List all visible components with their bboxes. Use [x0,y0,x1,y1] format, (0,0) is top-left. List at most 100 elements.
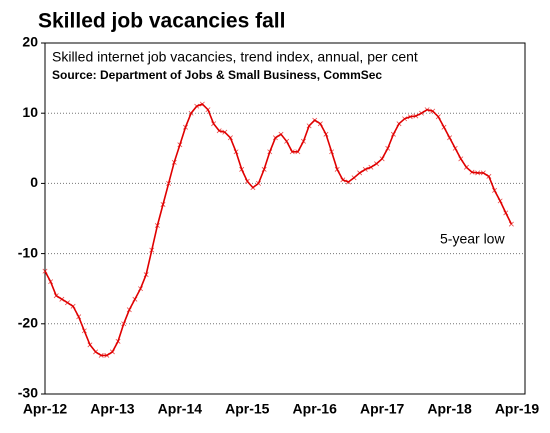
data-point [115,338,121,344]
y-tick-label: 20 [22,34,38,50]
x-tick-label: Apr-16 [293,401,338,417]
data-point [261,166,267,172]
data-point [357,170,363,176]
data-point [463,164,469,170]
data-point [81,328,87,334]
data-point [109,349,115,355]
x-tick-label: Apr-13 [90,401,135,417]
data-point [233,149,239,155]
data-point [323,131,329,137]
x-tick-label: Apr-14 [158,401,203,417]
data-point [138,286,144,292]
data-point [64,300,70,306]
data-point [76,314,82,320]
data-point [239,166,245,172]
data-point [402,116,408,122]
y-tick-label: -30 [18,385,38,401]
data-point [351,175,357,181]
data-point [98,352,104,358]
data-point [182,124,188,130]
data-point [289,149,295,155]
data-point [447,135,453,141]
data-point [469,169,475,175]
data-point [306,123,312,129]
data-point [143,272,149,278]
data-point [329,149,335,155]
data-point [59,296,65,302]
data-point [93,349,99,355]
y-tick-label: 0 [30,174,38,190]
x-tick-label: Apr-15 [225,401,270,417]
chart-subtitle: Skilled internet job vacancies, trend in… [52,49,418,65]
x-tick-label: Apr-12 [23,401,68,417]
x-tick-label: Apr-18 [427,401,472,417]
data-point [278,131,284,137]
data-point [188,110,194,116]
data-point [48,279,54,285]
data-point [486,173,492,179]
data-point [441,124,447,130]
annotation: 5-year low [440,231,505,247]
data-point [503,210,509,216]
data-point [216,128,222,134]
data-point [430,108,436,114]
data-point [132,296,138,302]
data-point [256,180,262,186]
data-point [345,179,351,185]
data-point [160,201,166,207]
data-point [312,117,318,123]
data-point [104,352,110,358]
data-point [272,135,278,141]
data-point [199,101,205,107]
data-point [334,166,340,172]
chart-source: Source: Department of Jobs & Small Busin… [52,68,382,82]
data-point [407,114,413,120]
plot-frame [44,42,526,395]
data-point [475,170,481,176]
data-point [244,178,250,184]
data-point [267,149,273,155]
data-point [222,129,228,135]
data-point [379,156,385,162]
data-point [177,142,183,148]
y-tick-label: -20 [18,315,38,331]
data-point [171,159,177,165]
x-tick-label: Apr-19 [495,401,540,417]
data-point [166,180,172,186]
data-point [227,135,233,141]
data-point [413,113,419,119]
data-point [317,121,323,127]
data-point [284,138,290,144]
data-point [362,166,368,172]
data-point [211,121,217,127]
data-point [385,145,391,151]
y-tick-label: 10 [22,104,38,120]
data-point [492,187,498,193]
data-point [70,303,76,309]
chart-title: Skilled job vacancies fall [38,10,285,33]
data-point [368,164,374,170]
data-point [295,149,301,155]
data-point [340,177,346,183]
data-point [452,145,458,151]
data-point [154,223,160,229]
data-point [435,114,441,120]
x-tick-label: Apr-17 [360,401,405,417]
data-point [424,107,430,113]
data-point [126,307,132,313]
data-point [87,342,93,348]
data-point [508,221,514,227]
data-point [300,138,306,144]
data-point [53,293,59,299]
data-point [194,103,200,109]
data-point [480,170,486,176]
data-point [396,121,402,127]
data-point [205,107,211,113]
data-point [458,156,464,162]
data-point [121,321,127,327]
data-point [149,247,155,253]
data-point [497,198,503,204]
y-tick-label: -10 [18,244,38,260]
data-point [42,268,48,274]
